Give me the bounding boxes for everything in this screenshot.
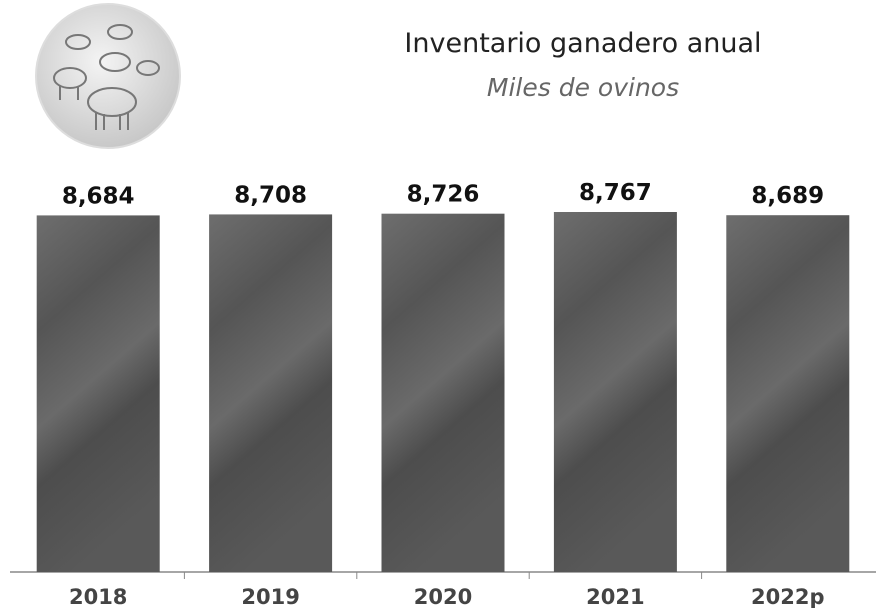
x-tick-label: 2022p: [751, 585, 824, 608]
chart-subtitle: Miles de ovinos: [487, 73, 679, 102]
value-label: 8,689: [751, 183, 824, 209]
sheep-icon: [36, 4, 180, 148]
x-tick-label: 2020: [414, 585, 472, 608]
chart-title: Inventario ganadero anual: [404, 28, 761, 59]
chart: Inventario ganadero anual Miles de ovino…: [0, 0, 886, 608]
bar: [726, 215, 849, 572]
bar: [37, 215, 160, 572]
x-tick-label: 2021: [586, 585, 644, 608]
x-tick-label: 2019: [241, 585, 299, 608]
value-label: 8,726: [407, 182, 480, 208]
x-tick-label: 2018: [69, 585, 127, 608]
value-label: 8,767: [579, 180, 652, 206]
value-label: 8,684: [62, 183, 135, 209]
bar: [382, 214, 505, 572]
bar: [209, 214, 332, 572]
value-label: 8,708: [234, 182, 307, 208]
bar: [554, 212, 677, 572]
